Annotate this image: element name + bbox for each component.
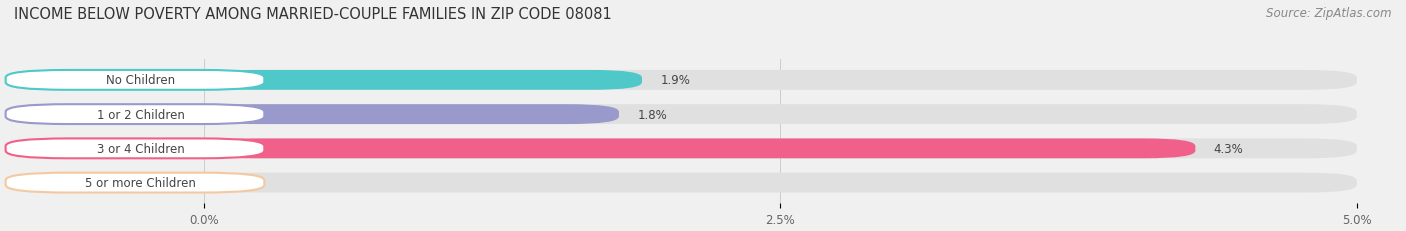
FancyBboxPatch shape (6, 105, 264, 125)
Text: 1.9%: 1.9% (661, 74, 690, 87)
FancyBboxPatch shape (204, 105, 619, 125)
FancyBboxPatch shape (204, 105, 1357, 125)
Text: 1 or 2 Children: 1 or 2 Children (97, 108, 184, 121)
FancyBboxPatch shape (204, 71, 1357, 90)
FancyBboxPatch shape (6, 139, 264, 159)
FancyBboxPatch shape (6, 173, 264, 193)
FancyBboxPatch shape (6, 71, 264, 90)
FancyBboxPatch shape (204, 173, 1357, 193)
FancyBboxPatch shape (204, 139, 1357, 159)
Text: 5 or more Children: 5 or more Children (86, 176, 195, 189)
Text: No Children: No Children (105, 74, 176, 87)
FancyBboxPatch shape (204, 139, 1195, 159)
Text: 0.0%: 0.0% (222, 176, 252, 189)
FancyBboxPatch shape (204, 71, 643, 90)
Text: Source: ZipAtlas.com: Source: ZipAtlas.com (1267, 7, 1392, 20)
Text: INCOME BELOW POVERTY AMONG MARRIED-COUPLE FAMILIES IN ZIP CODE 08081: INCOME BELOW POVERTY AMONG MARRIED-COUPL… (14, 7, 612, 22)
Text: 4.3%: 4.3% (1213, 142, 1243, 155)
Text: 3 or 4 Children: 3 or 4 Children (97, 142, 184, 155)
Text: 1.8%: 1.8% (637, 108, 666, 121)
